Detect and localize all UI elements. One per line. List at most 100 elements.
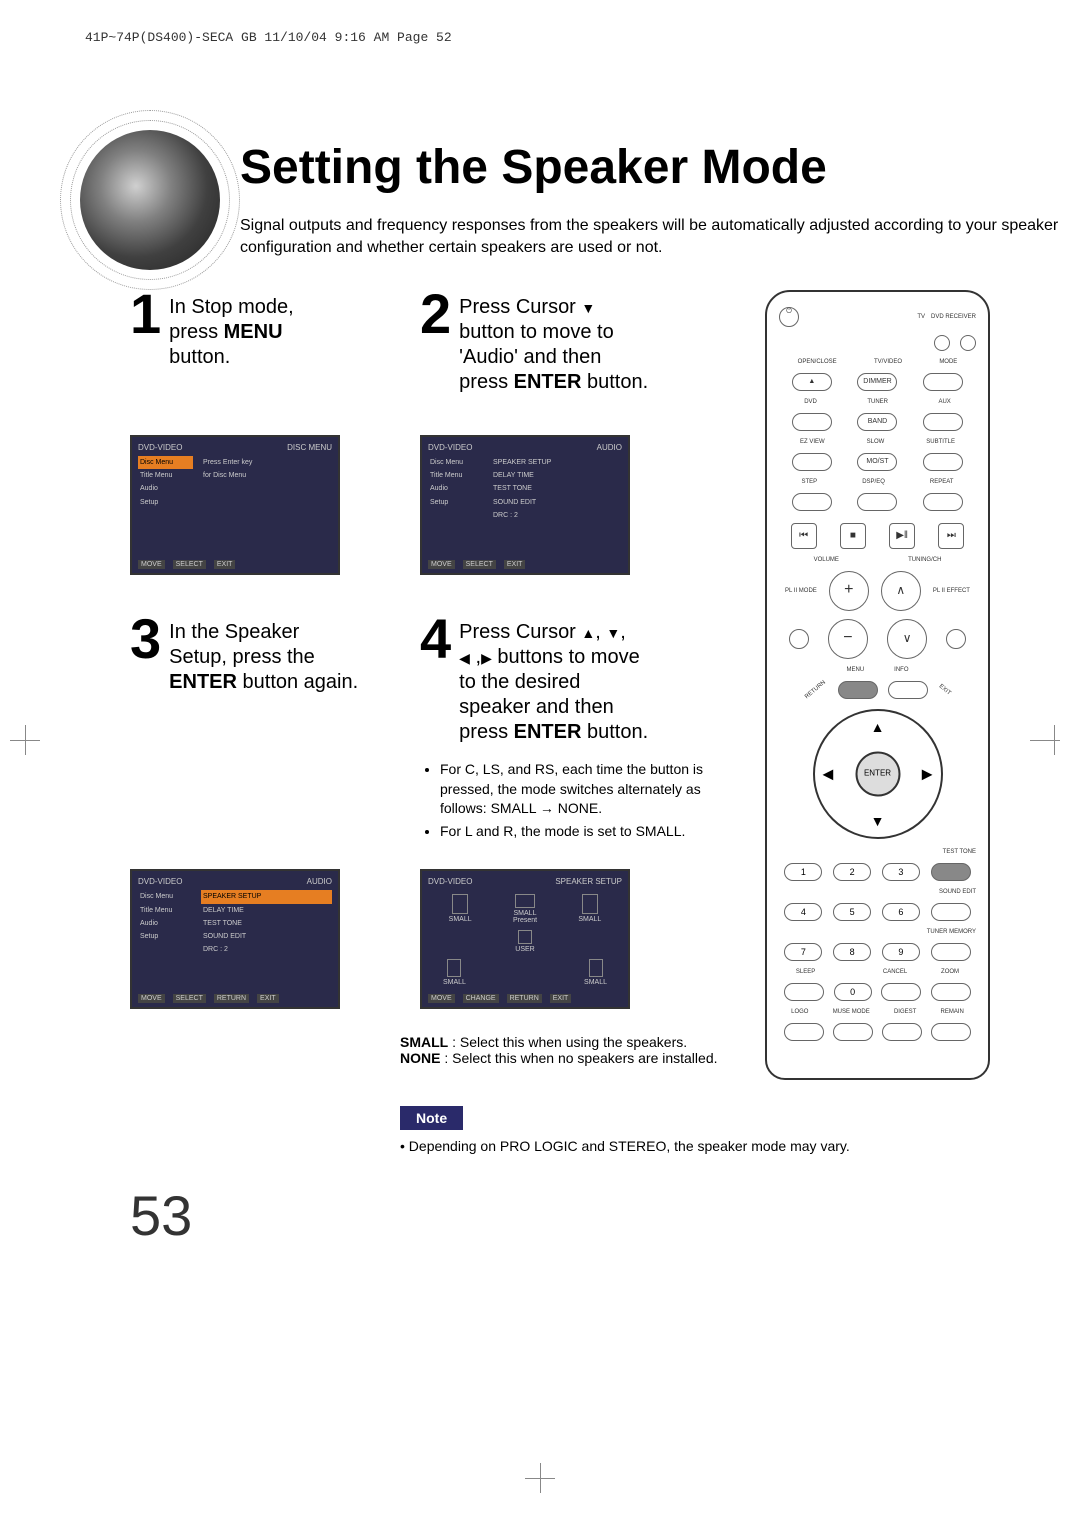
- doc-header: 41P~74P(DS400)-SECA GB 11/10/04 9:16 AM …: [85, 30, 452, 45]
- r-ch-dn: ∨: [887, 619, 927, 659]
- ss3-foot-0: MOVE: [138, 994, 165, 1003]
- r-return-label: RETURN: [804, 680, 827, 701]
- step-3-line3-post: button again.: [237, 671, 358, 693]
- nav-up-icon: ▲: [871, 719, 885, 735]
- ss3-foot-2: RETURN: [214, 994, 249, 1003]
- ss2-content-2: TEST TONE: [491, 482, 622, 495]
- def-none-text: : Select this when no speakers are insta…: [440, 1050, 717, 1066]
- r-stop: ■: [840, 523, 866, 549]
- def-small-text: : Select this when using the speakers.: [448, 1034, 687, 1050]
- step-4-line3: to the desired: [459, 671, 580, 693]
- ss3-content-1: DELAY TIME: [201, 904, 332, 917]
- np-3: 3: [882, 863, 920, 881]
- ss3-foot-3: EXIT: [257, 994, 279, 1003]
- step-4-line1: Press Cursor: [459, 621, 576, 643]
- ss1-top-left: DVD-VIDEO: [138, 443, 182, 452]
- remote-dvd-label: DVD RECEIVER: [931, 314, 976, 320]
- step-4-number: 4: [420, 615, 451, 663]
- r-btn-band: BAND: [857, 413, 897, 431]
- ss2-content-4: DRC : 2: [491, 509, 622, 522]
- ss1-foot-1: SELECT: [173, 560, 206, 569]
- ss3-side-3: Setup: [138, 930, 193, 943]
- ss1-side-1: Title Menu: [138, 469, 193, 482]
- r-plii-mode: PL II MODE: [785, 588, 817, 594]
- step-4-line5-post: button.: [581, 721, 648, 743]
- r-sub: SUBTITLE: [926, 439, 955, 445]
- r-info-btn: [888, 681, 928, 699]
- r-vol-up: +: [829, 571, 869, 611]
- ss4-center-sel: Present: [513, 917, 537, 924]
- nav-down-icon: ▼: [871, 813, 885, 829]
- r-ez: EZ VIEW: [800, 439, 825, 445]
- step-4-bullets: For C, LS, and RS, each time the button …: [420, 760, 710, 841]
- r-vol-dn: −: [828, 619, 868, 659]
- step-4-text: Press Cursor ▲, ▼, ◀ ,▶ buttons to move …: [459, 615, 648, 745]
- r-btn-step: [792, 493, 832, 511]
- r-mode: MODE: [939, 359, 957, 365]
- ss2-foot-0: MOVE: [428, 560, 455, 569]
- r-tunermem-btn: [931, 943, 971, 961]
- ss1-content-0: Press Enter key: [201, 456, 332, 469]
- r-btn-dvd: [792, 413, 832, 431]
- np-7: 7: [784, 943, 822, 961]
- r-testtone: TEST TONE: [943, 849, 976, 855]
- r-tvvid: TV/VIDEO: [874, 359, 902, 365]
- speaker-illustration: [50, 80, 250, 280]
- np-4: 4: [784, 903, 822, 921]
- crop-mark-left: [10, 720, 50, 760]
- ss4-r: SMALL: [578, 916, 601, 923]
- step-4-line5-pre: press: [459, 721, 513, 743]
- r-dvd: DVD: [804, 399, 817, 405]
- comma-1: ,: [595, 621, 601, 643]
- step-1-number: 1: [130, 290, 161, 338]
- ss3-content-4: DRC : 2: [201, 943, 332, 956]
- ss1-foot-2: EXIT: [214, 560, 236, 569]
- r-zoom: ZOOM: [941, 969, 959, 975]
- r-cancel-btn: [881, 983, 921, 1001]
- r-info-label: INFO: [894, 667, 908, 673]
- step-2-line4-bold: ENTER: [514, 371, 582, 393]
- step-4-line5-bold: ENTER: [514, 721, 582, 743]
- ss1-side-0: Disc Menu: [138, 456, 193, 469]
- r-btn-most: MO/ST: [857, 453, 897, 471]
- r-muse: MUSE MODE: [833, 1009, 870, 1015]
- r-dsp: DSP/EQ: [862, 479, 885, 485]
- ss2-content-1: DELAY TIME: [491, 469, 622, 482]
- ss2-content-0: SPEAKER SETUP: [491, 456, 622, 469]
- ss3-top-left: DVD-VIDEO: [138, 877, 182, 886]
- np-0: 0: [834, 983, 872, 1001]
- step-2-line2: button to move to: [459, 321, 614, 343]
- r-repeat: REPEAT: [930, 479, 954, 485]
- r-soundedit: SOUND EDIT: [939, 889, 976, 895]
- ss4-top-right: SPEAKER SETUP: [555, 877, 622, 886]
- r-plii-eff-btn: [946, 629, 966, 649]
- ss2-foot-1: SELECT: [463, 560, 496, 569]
- crop-mark-right: [1030, 720, 1070, 760]
- step-4-line2: buttons to move: [497, 646, 639, 668]
- remote-control: ⏻ TV DVD RECEIVER OPEN/CLOSETV/VIDEOMODE…: [765, 290, 990, 1080]
- ss3-side-1: Title Menu: [138, 904, 193, 917]
- ss2-top-right: AUDIO: [597, 443, 622, 452]
- ss4-l: SMALL: [449, 916, 472, 923]
- step-1-line2-pre: press: [169, 321, 223, 343]
- screenshot-3: DVD-VIDEO AUDIO Disc Menu Title Menu Audi…: [130, 869, 340, 1009]
- ss3-side-2: Audio: [138, 917, 193, 930]
- ss3-side-0: Disc Menu: [138, 890, 193, 903]
- ss2-side-0: Disc Menu: [428, 456, 483, 469]
- ss3-top-right: AUDIO: [307, 877, 332, 886]
- step-2: 2 Press Cursor ▼ button to move to 'Audi…: [420, 290, 690, 410]
- r-enter-btn: ENTER: [855, 752, 900, 797]
- r-plii-eff: PL II EFFECT: [933, 588, 970, 594]
- step-2-line1: Press Cursor: [459, 296, 576, 318]
- down-arrow-icon-2: ▼: [606, 625, 620, 643]
- ss1-foot-0: MOVE: [138, 560, 165, 569]
- step-1-line2-bold: MENU: [224, 321, 283, 343]
- screenshot-4: DVD-VIDEOSPEAKER SETUP SMALL SMALLPresen…: [420, 869, 630, 1009]
- np-2: 2: [833, 863, 871, 881]
- r-testtone-btn: [931, 863, 971, 881]
- page-number: 53: [130, 1183, 192, 1248]
- r-remain: REMAIN: [941, 1009, 964, 1015]
- step-3-text: In the Speaker Setup, press the ENTER bu…: [169, 615, 358, 695]
- crop-mark-bottom: [520, 1458, 560, 1498]
- page-title: Setting the Speaker Mode: [240, 140, 827, 195]
